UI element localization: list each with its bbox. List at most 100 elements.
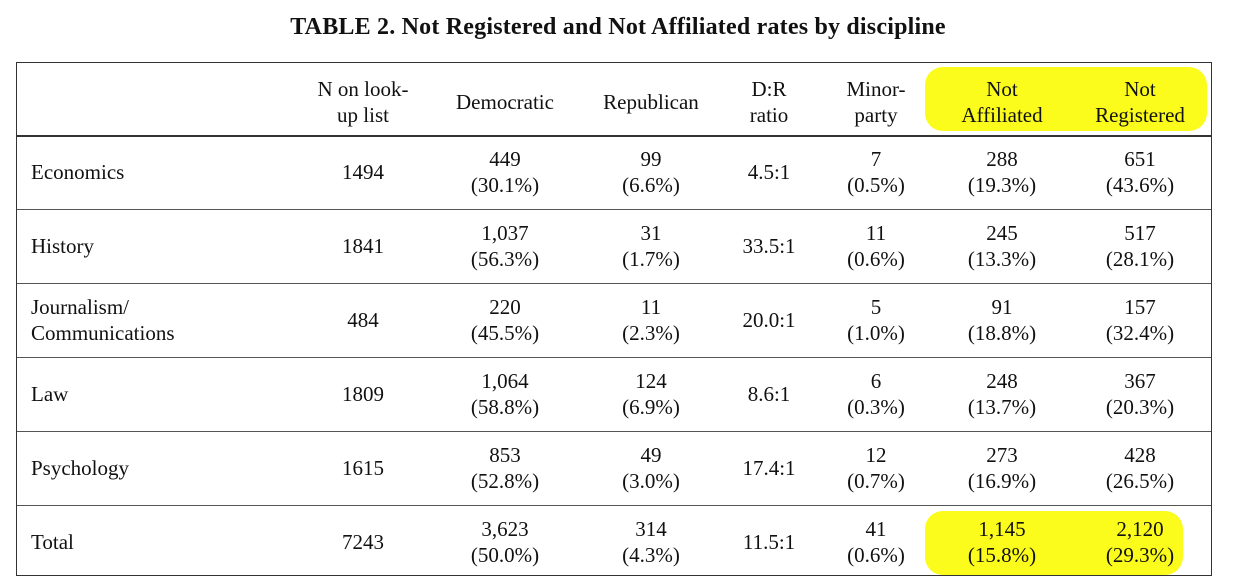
cell-dem-line: 853 — [489, 443, 521, 467]
row-label-line: Economics — [31, 160, 125, 184]
row-label-line: Total — [31, 530, 74, 554]
cell-nr: 2,120 (29.3%) — [1050, 516, 1230, 568]
cell-minor: 6 (0.3%) — [786, 368, 966, 420]
cell-nr-line: (32.4%) — [1105, 321, 1175, 345]
column-header-line: N on look- — [317, 77, 409, 101]
row-divider — [17, 357, 1211, 358]
cell-ratio: 33.5:1 — [742, 234, 796, 258]
row-label: Law — [31, 381, 291, 407]
cell-rep: 49 (3.0%) — [561, 442, 741, 494]
cell-minor-line: 11 — [865, 221, 887, 245]
cell-rep-line: (3.0%) — [622, 469, 680, 493]
cell-na-line: 273 — [986, 443, 1018, 467]
cell-na-line: (19.3%) — [967, 173, 1037, 197]
column-header-line: Not — [986, 77, 1018, 101]
column-header: Republican — [561, 89, 741, 115]
cell-na: 248 (13.7%) — [912, 368, 1092, 420]
cell-dem: 3,623 (50.0%) — [415, 516, 595, 568]
cell-na-line: 1,145 — [978, 517, 1026, 541]
header-divider — [17, 135, 1211, 137]
row-divider — [17, 431, 1211, 432]
cell-nr-line: 428 — [1124, 443, 1156, 467]
cell-na: 245 (13.3%) — [912, 220, 1092, 272]
cell-dem-line: 449 — [489, 147, 521, 171]
cell-rep-line: 31 — [640, 221, 662, 245]
cell-minor-line: (0.3%) — [847, 395, 905, 419]
cell-nr: 651 (43.6%) — [1050, 146, 1230, 198]
cell-dem-line: (45.5%) — [470, 321, 540, 345]
row-label: Total — [31, 529, 291, 555]
cell-rep: 124 (6.9%) — [561, 368, 741, 420]
cell-minor: 11 (0.6%) — [786, 220, 966, 272]
column-header-line: Affiliated — [961, 103, 1043, 127]
cell-rep: 99 (6.6%) — [561, 146, 741, 198]
cell-minor: 5 (1.0%) — [786, 294, 966, 346]
highlight-mark — [925, 511, 1183, 575]
column-header: N on look-up list — [273, 76, 453, 128]
cell-na-line: (18.8%) — [967, 321, 1037, 345]
column-header: D:R ratio — [679, 76, 859, 128]
cell-ratio: 8.6:1 — [747, 382, 791, 406]
row-divider — [17, 283, 1211, 284]
cell-nr: 367 (20.3%) — [1050, 368, 1230, 420]
cell-na-line: (13.3%) — [967, 247, 1037, 271]
cell-rep-line: (2.3%) — [622, 321, 680, 345]
column-header: Democratic — [415, 89, 595, 115]
cell-minor-line: (0.6%) — [847, 247, 905, 271]
cell-nr-line: 651 — [1124, 147, 1156, 171]
cell-na-line: 248 — [986, 369, 1018, 393]
cell-rep-line: 124 — [635, 369, 667, 393]
cell-na: 91 (18.8%) — [912, 294, 1092, 346]
cell-nr-line: 367 — [1124, 369, 1156, 393]
table-title: TABLE 2. Not Registered and Not Affiliat… — [290, 14, 946, 40]
cell-rep-line: (6.6%) — [622, 173, 680, 197]
cell-minor: 41 (0.6%) — [786, 516, 966, 568]
cell-ratio: 17.4:1 — [742, 456, 796, 480]
column-header-line: Minor- — [846, 77, 906, 101]
row-label: Economics — [31, 159, 291, 185]
cell-minor-line: 12 — [865, 443, 887, 467]
cell-minor-line: (0.6%) — [847, 543, 905, 567]
cell-ratio: 20.0:1 — [742, 308, 796, 332]
cell-n: 484 — [347, 308, 379, 332]
cell-rep-line: 49 — [640, 443, 662, 467]
column-header-line: party — [854, 103, 898, 127]
cell-na: 273 (16.9%) — [912, 442, 1092, 494]
row-label-line: Psychology — [31, 456, 130, 480]
row-label-line: Journalism/ — [31, 295, 129, 319]
cell-minor: 7 (0.5%) — [786, 146, 966, 198]
row-label: Psychology — [31, 455, 291, 481]
cell-na-line: 288 — [986, 147, 1018, 171]
cell-nr: 428 (26.5%) — [1050, 442, 1230, 494]
cell-rep-line: (4.3%) — [622, 543, 680, 567]
cell-na-line: (13.7%) — [967, 395, 1037, 419]
cell-dem: 1,037 (56.3%) — [415, 220, 595, 272]
cell-nr-line: 2,120 — [1116, 517, 1164, 541]
cell-dem-line: 1,064 — [481, 369, 529, 393]
row-label: History — [31, 233, 291, 259]
cell-minor-line: 6 — [870, 369, 882, 393]
column-header-line: D:R — [751, 77, 787, 101]
cell-rep-line: 99 — [640, 147, 662, 171]
cell-na-line: 245 — [986, 221, 1018, 245]
column-header: Not Affiliated — [912, 76, 1092, 128]
row-label: Journalism/Communications — [31, 294, 291, 346]
cell-minor-line: 7 — [870, 147, 882, 171]
row-label-line: Communications — [31, 321, 175, 345]
cell-rep: 11 (2.3%) — [561, 294, 741, 346]
cell-ratio: 4.5:1 — [747, 160, 791, 184]
cell-nr-line: 157 — [1124, 295, 1156, 319]
cell-dem-line: (30.1%) — [470, 173, 540, 197]
cell-rep-line: 11 — [640, 295, 662, 319]
column-header-line: Not — [1124, 77, 1156, 101]
cell-nr-line: (28.1%) — [1105, 247, 1175, 271]
cell-dem-line: 1,037 — [481, 221, 529, 245]
row-label-line: Law — [31, 382, 69, 406]
cell-nr-line: (29.3%) — [1105, 543, 1175, 567]
data-table: N on look-up list Democratic Republican D:R… — [16, 62, 1212, 576]
highlight-mark — [925, 67, 1207, 131]
column-header-line: Democratic — [456, 90, 554, 114]
cell-n: 1615 — [342, 456, 384, 480]
column-header: Minor-party — [786, 76, 966, 128]
cell-minor-line: 41 — [865, 517, 887, 541]
